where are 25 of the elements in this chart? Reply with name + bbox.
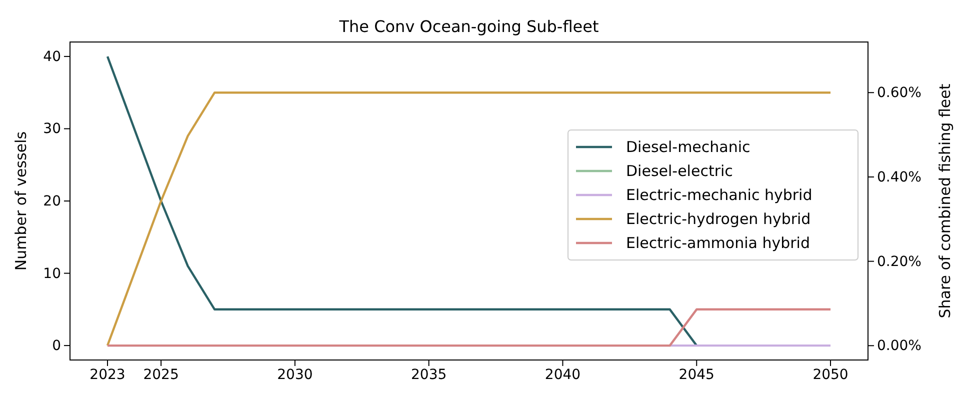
y-tick-label: 40	[43, 48, 61, 65]
x-tick-label: 2023	[90, 366, 126, 383]
y2-tick-label: 0.40%	[877, 169, 922, 186]
x-tick-label: 2030	[277, 366, 313, 383]
legend-label: Diesel-mechanic	[626, 138, 750, 156]
x-tick-label: 2025	[143, 366, 179, 383]
x-tick-label: 2040	[544, 366, 581, 383]
y-tick-label: 0	[52, 338, 61, 354]
y-tick-label: 30	[43, 121, 61, 138]
y2-tick-label: 0.60%	[877, 85, 922, 102]
y-tick-label: 20	[43, 193, 61, 210]
legend-label: Electric-ammonia hybrid	[626, 234, 810, 252]
chart-title: The Conv Ocean-going Sub-fleet	[338, 17, 599, 36]
x-tick-label: 2050	[812, 366, 848, 383]
x-tick-label: 2045	[678, 366, 714, 383]
legend-label: Electric-mechanic hybrid	[626, 186, 812, 204]
y2-axis-title: Share of combined fishing fleet	[936, 84, 954, 318]
x-tick-label: 2035	[411, 366, 447, 383]
line-series	[106, 91, 832, 347]
y2-tick-label: 0.20%	[877, 254, 922, 270]
legend-label: Diesel-electric	[626, 162, 733, 180]
y-axis-title: Number of vessels	[12, 131, 30, 271]
y2-tick-label: 0.00%	[877, 338, 922, 354]
y-tick-label: 10	[43, 266, 61, 282]
legend-label: Electric-hydrogen hybrid	[626, 210, 811, 228]
